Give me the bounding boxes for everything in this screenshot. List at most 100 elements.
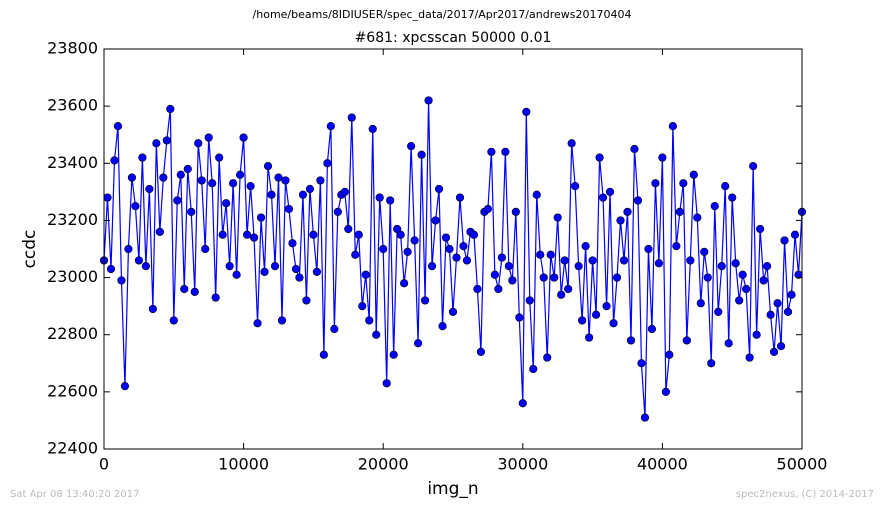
data-point: [672, 242, 681, 251]
y-tick-label: 23600: [47, 96, 98, 115]
footer-left: Sat Apr 08 13:40:20 2017: [10, 489, 140, 500]
data-point: [679, 179, 688, 188]
data-point: [469, 230, 479, 239]
data-point: [546, 250, 555, 259]
file-path: /home/beams/8IDIUSER/spec_data/2017/Apr2…: [253, 8, 632, 21]
data-point: [644, 244, 653, 254]
data-point: [581, 242, 590, 251]
data-point: [567, 139, 576, 148]
data-point: [497, 253, 506, 262]
data-point: [236, 170, 245, 179]
data-point: [585, 333, 594, 342]
data-point: [407, 142, 416, 151]
data-point: [721, 182, 730, 191]
data-point: [249, 233, 259, 242]
data-point: [665, 350, 674, 359]
data-point: [267, 190, 276, 199]
data-point: [574, 262, 583, 271]
data-point: [340, 187, 349, 196]
data-point: [724, 339, 733, 348]
data-point: [557, 290, 566, 299]
data-point: [564, 284, 573, 294]
data-point: [138, 153, 147, 162]
x-tick-label: 20000: [358, 455, 409, 474]
data-point: [396, 230, 405, 239]
data-point: [473, 284, 482, 294]
data-point: [239, 133, 248, 142]
data-point: [787, 290, 796, 299]
data-point: [616, 216, 625, 225]
data-point: [630, 144, 639, 154]
data-point: [518, 399, 527, 408]
data-point: [141, 262, 150, 271]
data-point: [714, 307, 723, 316]
data-point: [389, 350, 398, 359]
data-point: [661, 387, 670, 396]
data-point: [281, 176, 290, 185]
data-point: [204, 133, 213, 142]
data-point: [229, 179, 238, 188]
data-point: [120, 382, 130, 391]
data-point: [742, 284, 751, 294]
data-point: [106, 264, 116, 274]
data-point: [571, 182, 580, 191]
data-point: [539, 273, 548, 282]
data-point: [640, 413, 650, 422]
data-point: [553, 213, 562, 222]
data-point: [274, 173, 283, 182]
data-point: [504, 262, 513, 271]
data-point: [658, 153, 667, 162]
data-point: [400, 279, 409, 288]
data-point: [536, 250, 545, 259]
data-point: [609, 319, 618, 328]
data-point: [309, 230, 318, 239]
data-point: [162, 136, 171, 145]
data-point: [776, 342, 786, 351]
data-point: [731, 259, 740, 268]
data-point: [441, 233, 451, 242]
y-axis-label: ccdc: [20, 230, 40, 269]
data-point: [427, 262, 437, 271]
data-point: [783, 307, 793, 316]
data-point: [319, 350, 328, 359]
data-point: [176, 170, 185, 179]
data-point: [379, 244, 388, 254]
data-point: [260, 267, 269, 276]
data-point: [305, 184, 315, 194]
data-point: [647, 324, 657, 334]
data-point: [452, 253, 461, 262]
data-point: [756, 224, 765, 234]
data-point: [790, 230, 800, 239]
data-point: [515, 313, 524, 322]
data-point: [187, 207, 196, 216]
data-point: [159, 173, 168, 182]
data-point: [410, 236, 419, 245]
data-point: [215, 153, 224, 162]
data-point: [455, 193, 465, 202]
data-point: [180, 284, 189, 294]
data-point: [424, 96, 433, 105]
data-point: [623, 207, 632, 216]
y-tick-label: 22400: [47, 439, 98, 458]
data-point: [211, 293, 220, 302]
data-point: [595, 153, 604, 162]
data-point: [459, 242, 468, 251]
data-point: [626, 336, 636, 345]
x-tick-label: 10000: [218, 455, 269, 474]
data-point: [717, 262, 726, 271]
data-point: [588, 256, 597, 265]
data-point: [333, 207, 342, 216]
data-point: [619, 256, 629, 265]
data-point: [312, 267, 321, 276]
y-tick-label: 22600: [47, 381, 98, 400]
data-point: [326, 122, 335, 131]
data-point: [347, 113, 356, 122]
x-axis-label: img_n: [427, 479, 478, 499]
data-point: [578, 316, 587, 325]
data-point: [431, 216, 440, 225]
data-point: [654, 259, 664, 268]
data-point: [403, 247, 412, 256]
data-point: [197, 176, 206, 185]
data-point: [354, 230, 363, 239]
data-point: [277, 316, 287, 325]
